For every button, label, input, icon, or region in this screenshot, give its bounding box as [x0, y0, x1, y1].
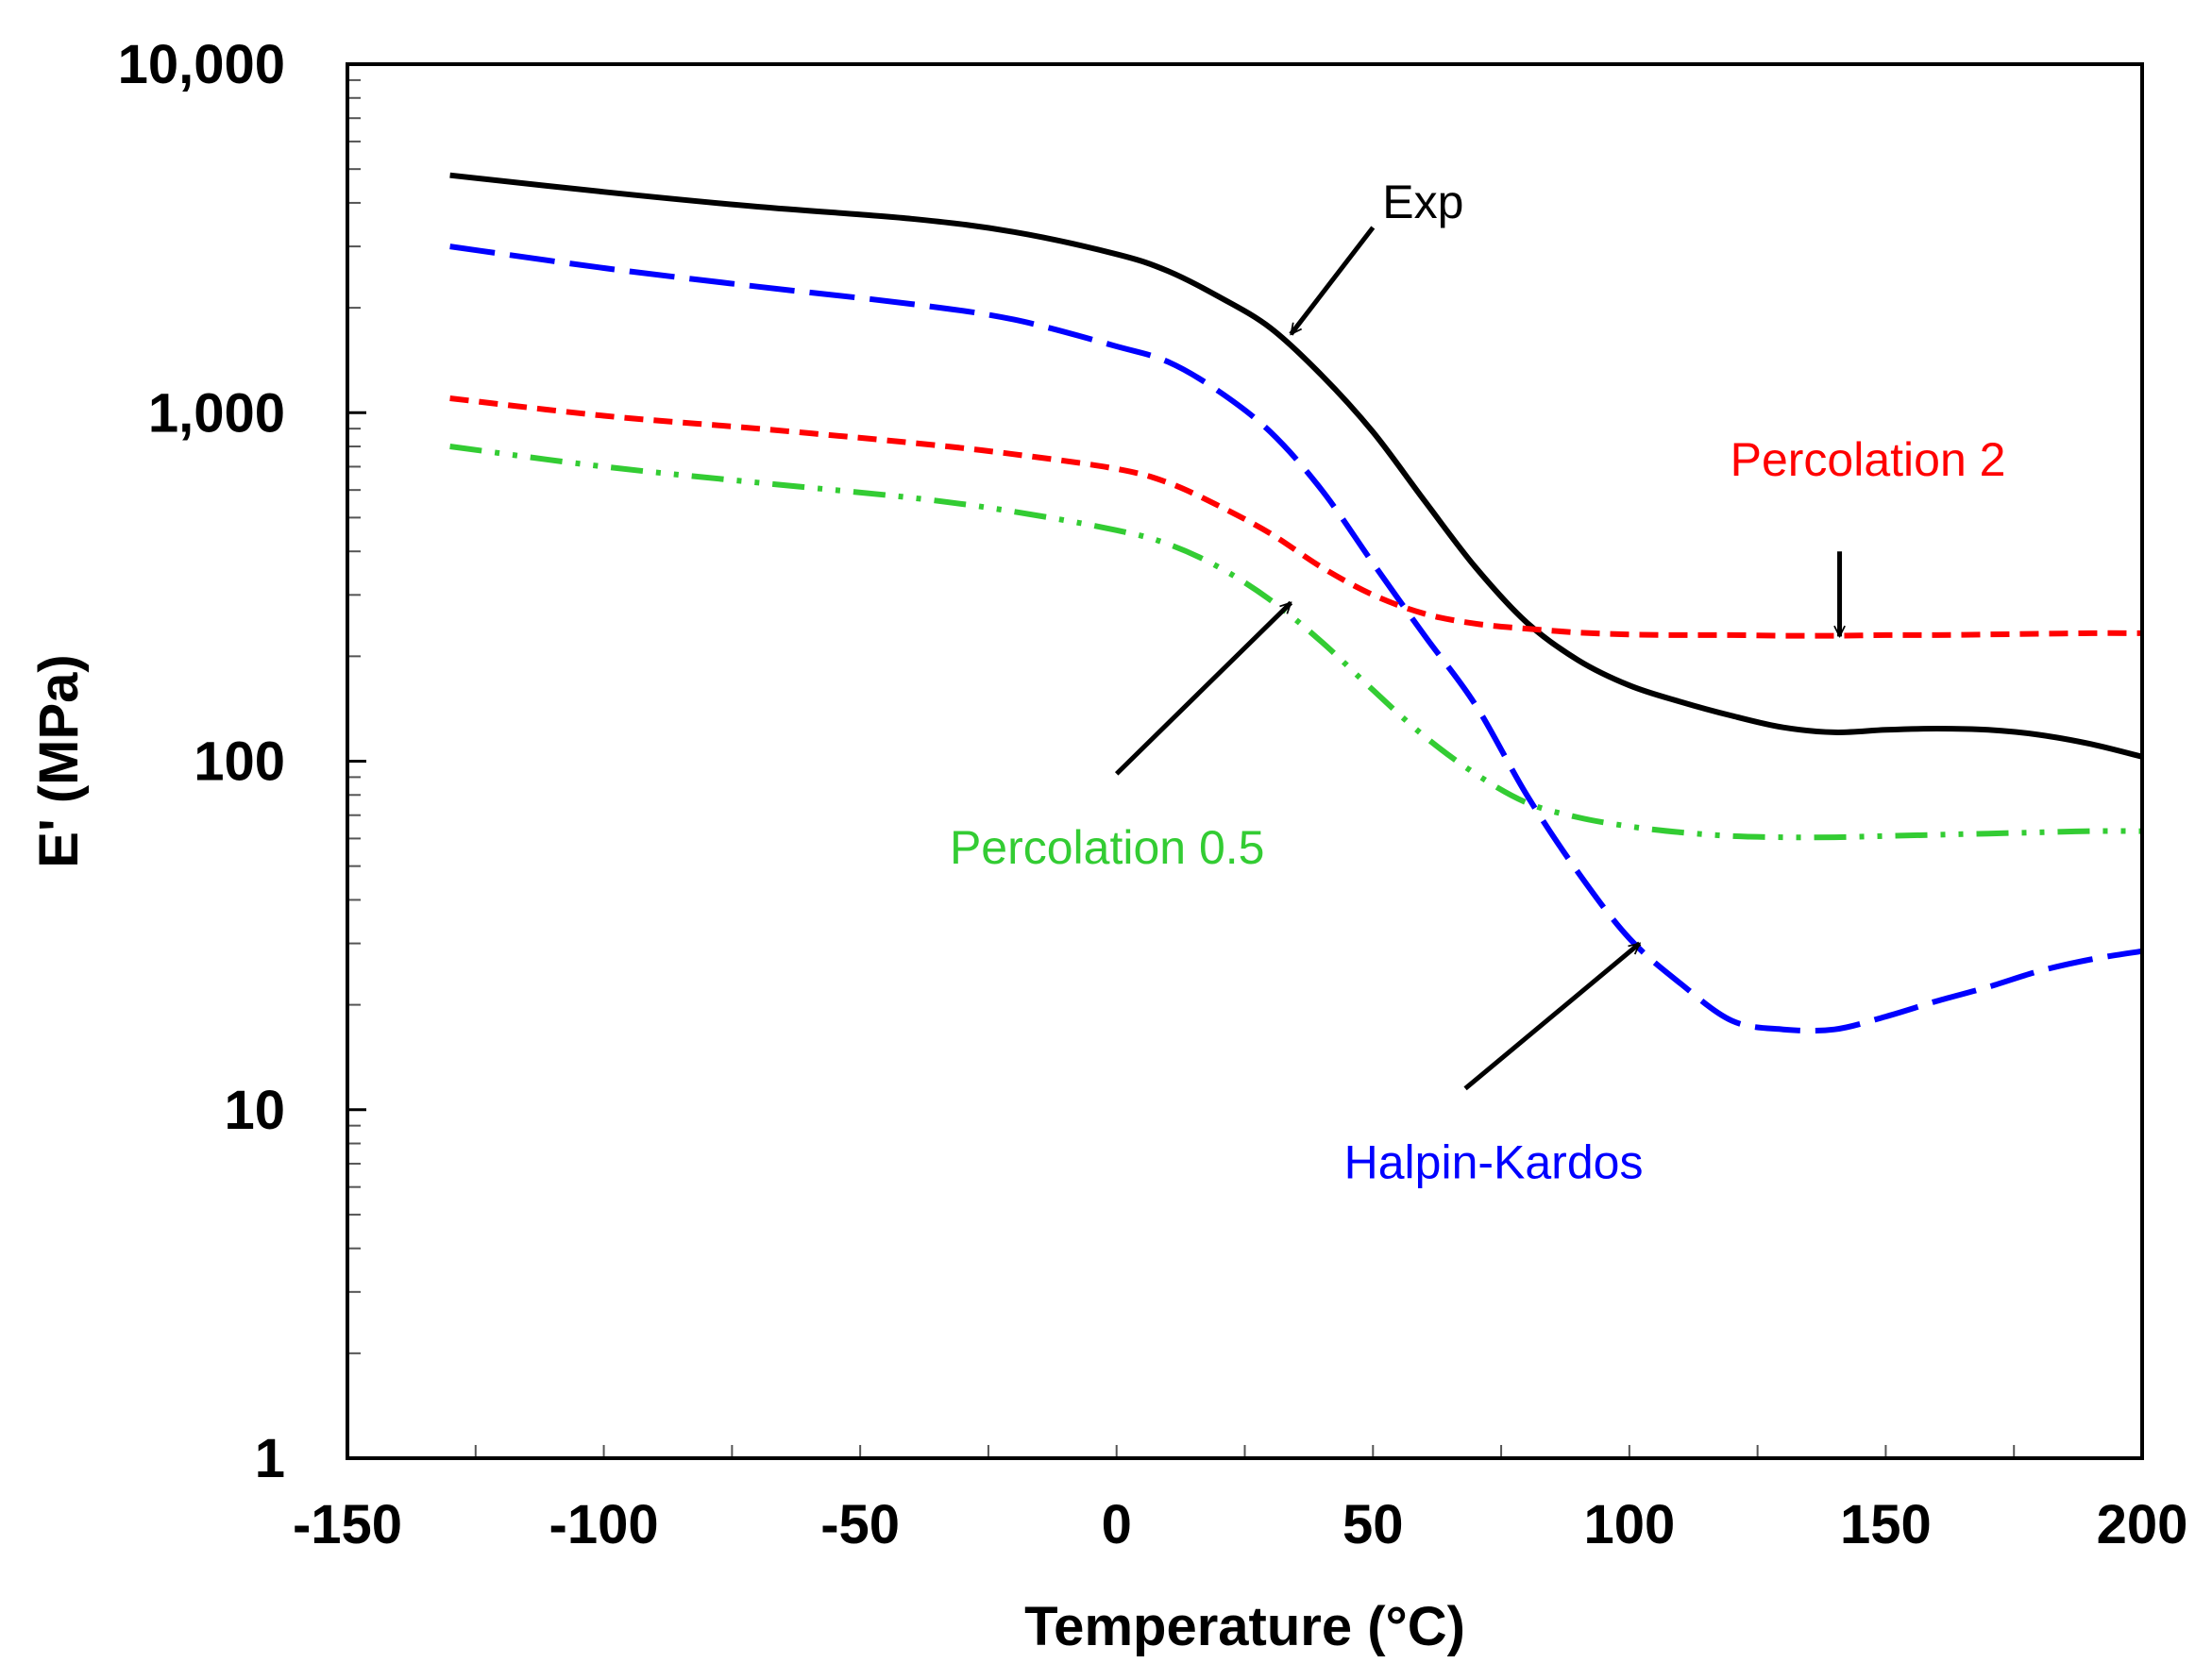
annotation-arrow-percolation-0-5 [1114, 600, 1293, 776]
x-tick-label: 150 [1840, 1494, 1932, 1555]
y-tick-label: 1 [255, 1428, 285, 1489]
x-tick-label: -150 [293, 1494, 402, 1555]
annotation-arrow-exp [1289, 226, 1376, 334]
x-tick-label: 50 [1342, 1494, 1404, 1555]
series-line-halpin-kardos [449, 244, 2143, 1034]
x-axis-title: Temperature (°C) [1024, 1596, 1465, 1657]
plot-frame [346, 62, 2144, 1460]
series-line-percolation-2 [449, 395, 2143, 639]
y-tick-label: 10 [224, 1080, 285, 1141]
annotation-layer: Exp Percolation 2 Percolation 0.5 Halpin-Ka… [950, 176, 2006, 1188]
x-tick-label: -100 [549, 1494, 659, 1555]
x-tick-labels: -150 -100 -50 0 50 100 150 200 [293, 1494, 2187, 1555]
x-tick-label: -50 [820, 1494, 900, 1555]
y-axis-title: E' (MPa) [28, 654, 90, 867]
annotation-label-percolation-2: Percolation 2 [1731, 433, 2006, 486]
annotation-label-halpin-kardos: Halpin-Kardos [1344, 1135, 1644, 1188]
y-tick-label: 10,000 [118, 34, 285, 95]
x-tick-label: 200 [2097, 1494, 2188, 1555]
series-layer [449, 172, 2143, 1034]
y-tick-label: 100 [194, 731, 285, 793]
minor-ticks [347, 62, 2016, 1460]
series-line-percolation-0-5 [449, 444, 2143, 841]
annotation-label-exp: Exp [1382, 176, 1463, 228]
x-tick-label: 100 [1583, 1494, 1675, 1555]
annotation-label-percolation-0-5: Percolation 0.5 [950, 821, 1265, 874]
annotation-arrow-halpin-kardos [1463, 941, 1642, 1091]
series-line-exp [449, 172, 2143, 760]
y-tick-labels: 1 10 100 1,000 10,000 [118, 34, 285, 1489]
x-tick-label: 0 [1102, 1494, 1132, 1555]
y-tick-label: 1,000 [148, 382, 285, 444]
